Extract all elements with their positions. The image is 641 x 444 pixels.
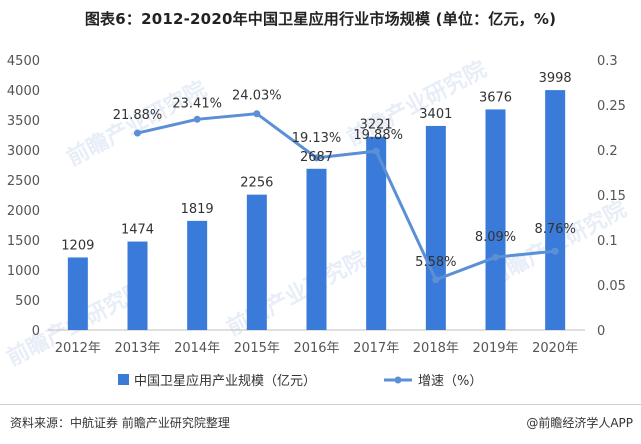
bar <box>425 125 446 330</box>
x-tick-label: 2015年 <box>234 341 280 356</box>
line-value-label: 21.88% <box>113 108 163 123</box>
x-tick-label: 2017年 <box>353 341 399 356</box>
line-value-label: 5.58% <box>415 255 456 270</box>
bar <box>127 241 148 330</box>
x-tick-label: 2013年 <box>114 341 160 356</box>
line-point <box>432 276 440 284</box>
line-value-label: 19.88% <box>353 128 403 143</box>
legend-line-label: 增速（%） <box>418 374 482 389</box>
legend-line-marker <box>394 376 402 384</box>
x-tick-label: 2018年 <box>413 341 459 356</box>
legend: 中国卫星应用产业规模（亿元） 增速（%） <box>118 373 482 389</box>
line-point <box>134 129 141 137</box>
bar <box>485 109 506 330</box>
x-tick-label: 2016年 <box>293 341 339 356</box>
brand-credit: @前瞻经济学人APP <box>526 416 633 430</box>
y-left-tick-label: 0 <box>32 324 40 339</box>
y-right-tick-label: 0.3 <box>597 54 618 69</box>
bar-value-label: 3676 <box>479 90 512 105</box>
line-value-label: 8.76% <box>535 222 576 237</box>
line-value-label: 23.41% <box>172 96 222 111</box>
bar-value-label: 1819 <box>181 202 214 217</box>
growth-line <box>137 112 556 282</box>
y-left-tick-label: 2500 <box>7 174 40 189</box>
bar <box>187 220 208 330</box>
y-right-tick-label: 0.15 <box>597 189 626 204</box>
y-left-tick-label: 3500 <box>7 114 40 129</box>
watermark-text: 前瞻产业研究院 <box>63 76 211 171</box>
y-left-tick-label: 4000 <box>7 84 40 99</box>
x-tick-label: 2012年 <box>55 341 101 356</box>
bar-value-label: 3401 <box>419 107 452 122</box>
footer-divider <box>0 404 641 405</box>
y-left-tick-label: 500 <box>15 294 40 309</box>
y-left-tick-label: 4500 <box>7 54 40 69</box>
bar-value-label: 3221 <box>360 118 393 133</box>
line-value-label: 19.13% <box>292 131 342 146</box>
line-value-label: 8.09% <box>475 230 516 245</box>
line-point <box>372 147 380 155</box>
line-point <box>492 253 499 261</box>
bar-value-label: 1209 <box>61 238 94 253</box>
bar-series <box>67 90 566 331</box>
bar <box>67 257 88 330</box>
y-right-tick-label: 0.25 <box>597 99 626 114</box>
line-point <box>313 154 320 162</box>
y-left-tick-label: 3000 <box>7 144 40 159</box>
line-point <box>193 115 201 123</box>
line-series <box>134 110 559 284</box>
bar <box>246 194 267 330</box>
y-left-tick-label: 1000 <box>7 264 40 279</box>
y-right-tick-label: 0.2 <box>597 144 618 159</box>
bar-value-label: 2256 <box>240 176 273 191</box>
x-tick-label: 2019年 <box>472 341 518 356</box>
source-note: 资料来源：中航证券 前瞻产业研究院整理 <box>10 416 230 430</box>
y-left-tick-label: 1500 <box>7 234 40 249</box>
legend-bar-label: 中国卫星应用产业规模（亿元） <box>134 373 316 389</box>
y-left-tick-label: 2000 <box>7 204 40 219</box>
line-value-label: 24.03% <box>232 89 282 104</box>
watermark-text: 前瞻产业研究院 <box>223 246 371 341</box>
y-right-tick-label: 0 <box>597 324 605 339</box>
bar <box>306 168 327 330</box>
bar <box>545 90 566 331</box>
y-right-tick-label: 0.1 <box>597 234 618 249</box>
bar <box>366 136 387 330</box>
line-point <box>551 247 559 255</box>
bar-value-label: 3998 <box>539 71 572 86</box>
line-point <box>253 110 261 118</box>
legend-bar-swatch <box>118 374 129 385</box>
bar-value-label: 2687 <box>300 150 333 165</box>
x-tick-label: 2020年 <box>532 341 578 356</box>
data-labels: 1209 1474 1819 2256 2687 3221 3401 3676 3998 21.8… <box>61 71 576 270</box>
chart-title: 图表6：2012-2020年中国卫星应用行业市场规模 (单位：亿元，%) <box>84 10 557 28</box>
x-tick-label: 2014年 <box>174 341 220 356</box>
y-right-tick-label: 0.05 <box>597 279 626 294</box>
bar-value-label: 1474 <box>121 223 154 238</box>
